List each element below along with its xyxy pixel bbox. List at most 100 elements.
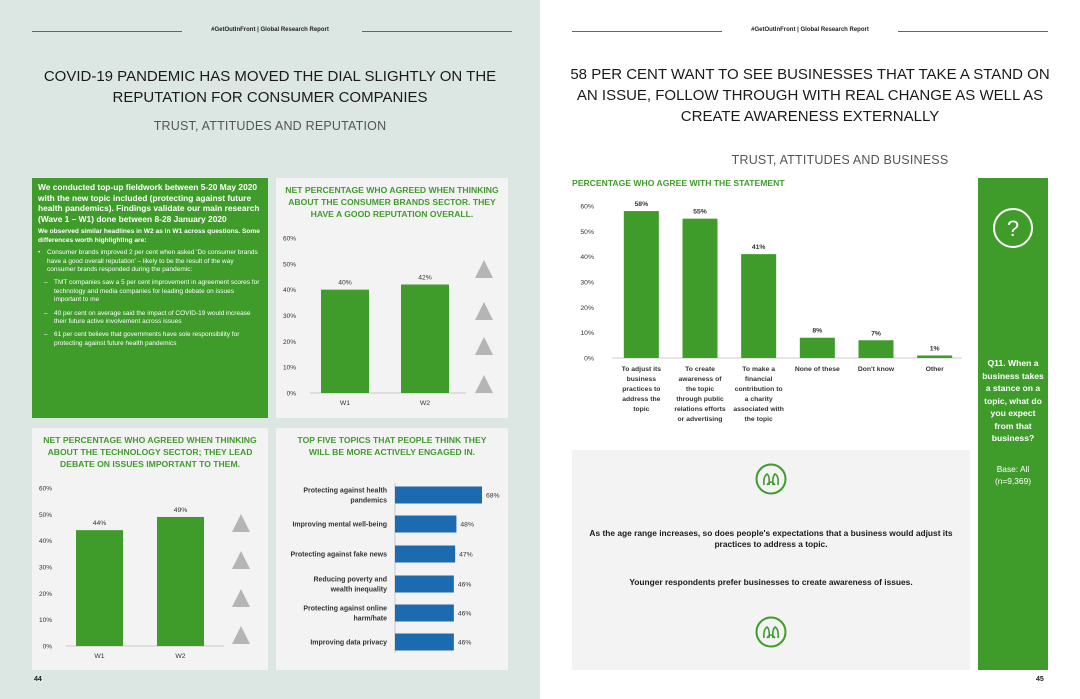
bar (917, 355, 953, 358)
insight-text: As the age range increases, so does peop… (589, 528, 953, 549)
bar (741, 254, 777, 358)
data-label: 55% (693, 209, 707, 216)
y-tick-label: 50% (580, 229, 594, 236)
y-tick-label: 50% (283, 261, 296, 268)
x-tick-label: topic (633, 406, 649, 413)
research-note-subhead: We observed similar headlines in W2 as i… (38, 228, 260, 244)
technology-chart-panel: NET PERCENTAGE WHO AGREED WHEN THINKING … (32, 428, 268, 670)
question-text: Q11. When a business takes a stance on a… (982, 358, 1044, 443)
x-tick-label: W1 (340, 400, 350, 407)
x-tick-label: associated with (733, 406, 784, 413)
x-tick-label: W2 (420, 400, 430, 407)
header-rule-right (362, 31, 512, 32)
consumer-chart-panel: NET PERCENTAGE WHO AGREED WHEN THINKING … (276, 178, 508, 418)
research-note-intro: We conducted top-up fieldwork between 5-… (38, 182, 260, 224)
y-tick-label: 40% (283, 287, 296, 294)
bullet-text: Consumer brands improved 2 per cent when… (47, 249, 258, 273)
statement-chart: 0% 10% 20% 30% 40% 50% 60% 58% To adjust its busi… (580, 201, 962, 423)
dash-marker: – (44, 331, 48, 339)
x-tick-label: Don't know (858, 366, 895, 373)
bar (799, 337, 835, 358)
research-note-subitem: – TMT companies saw a 5 per cent improve… (38, 279, 262, 304)
data-label: 44% (93, 520, 107, 527)
page-title: COVID-19 PANDEMIC HAS MOVED THE DIAL SLI… (0, 66, 540, 108)
y-tick-label: 60% (39, 486, 52, 493)
category-label: Protecting against fake news (291, 552, 388, 559)
chart-title: TOP FIVE TOPICS THAT PEOPLE THINK THEY W… (297, 435, 487, 457)
category-label: pandemics (350, 498, 387, 505)
consumer-chart: 0% 10% 20% 30% 40% 50% 60% 40% W1 42% W2 (283, 236, 493, 407)
x-tick-label: contribution to (735, 386, 783, 393)
right-page: #GetOutInFront | Global Research Report … (540, 0, 1080, 699)
bar (623, 211, 659, 358)
x-tick-label: None of these (795, 366, 840, 373)
x-tick-label: the topic (686, 386, 715, 393)
page-title-line: 58 PER CENT WANT TO SEE BUSINESSES THAT … (570, 66, 1050, 83)
dash-marker: – (44, 309, 48, 317)
page-title-line: COVID-19 PANDEMIC HAS MOVED THE DIAL SLI… (43, 68, 497, 85)
people-icon (755, 463, 787, 495)
research-note-subitem: – 40 per cent on average said the impact… (38, 310, 262, 327)
data-label: 1% (930, 345, 940, 352)
insight-text: Younger respondents prefer businesses to… (629, 577, 913, 587)
category-label: Protecting against online (303, 606, 387, 613)
technology-chart: 0% 10% 20% 30% 40% 50% 60% 44% W1 49% W2 (39, 486, 250, 660)
bar (76, 530, 123, 646)
y-tick-label: 10% (580, 330, 594, 337)
y-tick-label: 10% (39, 617, 52, 624)
x-tick-label: W2 (175, 653, 185, 660)
y-tick-label: 10% (283, 365, 296, 372)
chart-title: NET PERCENTAGE WHO AGREED WHEN THINKING … (43, 435, 257, 469)
data-label: 68% (486, 493, 500, 500)
x-tick-label: relations efforts (674, 406, 726, 413)
bar (395, 575, 454, 593)
y-tick-label: 20% (39, 591, 52, 598)
data-label: 46% (458, 582, 472, 589)
question-sidebar: ? Q11. When a business takes a stance on… (978, 178, 1048, 670)
x-tick-label: a charity (745, 396, 773, 403)
up-arrow-icon (475, 302, 493, 320)
bar (682, 218, 718, 358)
page-title-line: AN ISSUE, FOLLOW THROUGH WITH REAL CHANG… (576, 87, 1044, 104)
up-arrow-icon (232, 589, 250, 607)
page-title-line: REPUTATION FOR CONSUMER COMPANIES (112, 89, 428, 106)
people-icon (755, 616, 787, 648)
data-label: 42% (418, 275, 432, 282)
page-title: 58 PER CENT WANT TO SEE BUSINESSES THAT … (540, 64, 1080, 127)
bar (401, 284, 449, 393)
question-mark-glyph: ? (1006, 216, 1020, 241)
x-tick-label: Other (926, 366, 944, 373)
page-title-line: CREATE AWARENESS EXTERNALLY (680, 108, 940, 125)
y-tick-label: 20% (580, 305, 594, 312)
data-label: 8% (812, 328, 822, 335)
x-tick-label: To create (685, 366, 715, 373)
running-header: #GetOutInFront | Global Research Report (211, 27, 329, 33)
data-label: 40% (338, 280, 352, 287)
bar (858, 340, 894, 358)
topics-chart-panel: TOP FIVE TOPICS THAT PEOPLE THINK THEY W… (276, 428, 508, 670)
x-tick-label: or advertising (678, 416, 723, 423)
chart-title: PERCENTAGE WHO AGREE WITH THE STATEMENT (572, 178, 785, 188)
left-page: #GetOutInFront | Global Research Report … (0, 0, 540, 699)
category-label: wealth inequality (330, 587, 388, 594)
header-rule-left (32, 31, 182, 32)
data-label: 47% (459, 552, 473, 559)
page-number: 44 (34, 676, 42, 683)
data-label: 7% (871, 330, 881, 337)
insights-panel: As the age range increases, so does peop… (572, 450, 970, 670)
dash-marker: – (44, 279, 48, 287)
y-tick-label: 60% (580, 204, 594, 211)
up-arrow-icon (232, 514, 250, 532)
category-label: Protecting against health (303, 488, 387, 495)
bar (157, 516, 204, 646)
y-tick-label: 0% (584, 356, 594, 363)
research-note-subitem: – 61 per cent believe that governments h… (38, 331, 262, 348)
data-label: 48% (460, 522, 474, 529)
x-tick-label: W1 (94, 653, 104, 660)
x-tick-label: address the (622, 396, 660, 403)
up-arrow-icon (475, 337, 493, 355)
x-tick-label: To adjust its (622, 366, 662, 373)
y-tick-label: 40% (580, 254, 594, 261)
y-tick-label: 0% (43, 644, 53, 651)
up-arrow-icon (475, 375, 493, 393)
